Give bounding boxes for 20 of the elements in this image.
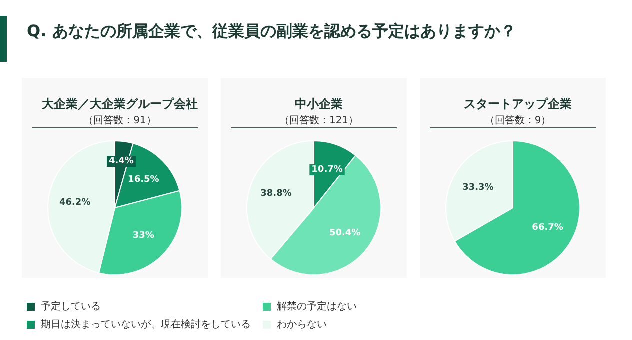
slice-label: スタートアップ企業 — [464, 97, 572, 111]
chart-title: Q. あなたの所属企業で、従業員の副業を認める予定はありますか？ — [27, 22, 516, 40]
data-label: 10.7% — [312, 165, 343, 176]
text: （回答数：121） — [279, 114, 359, 126]
data-label: 33% — [132, 231, 154, 242]
slice-label: 大企業／大企業グループ会社 — [42, 97, 198, 111]
data-label: 38.8% — [260, 189, 292, 200]
data-label: 50.4% — [329, 228, 361, 238]
legend-label: 予定している — [41, 300, 101, 312]
text: （回答数：9） — [484, 114, 552, 126]
data-label: 16.5% — [128, 174, 160, 185]
legend-label: 期日は決まっていないが、現在検討をしている — [41, 318, 251, 330]
slice-label: 中小企業 — [295, 97, 343, 111]
legend-label: わからない — [277, 320, 327, 330]
data-label: 66.7% — [532, 223, 564, 234]
data-label: 33.3% — [462, 182, 494, 193]
text: （回答数：91） — [84, 114, 156, 126]
data-label: 46.2% — [59, 198, 91, 208]
data-label: 4.4% — [108, 156, 134, 167]
legend-label: 解禁の予定はない — [277, 300, 357, 312]
